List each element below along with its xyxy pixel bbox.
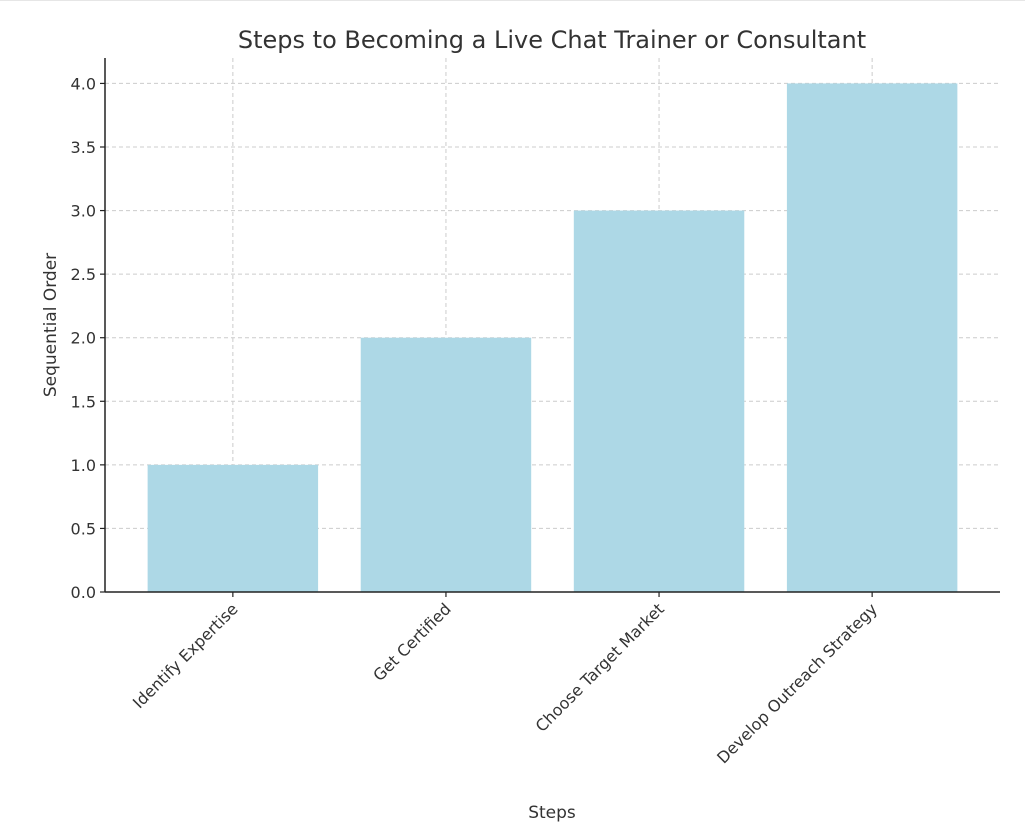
x-tick-label: Choose Target Market — [532, 599, 668, 735]
y-tick-label: 3.5 — [71, 138, 96, 157]
y-tick-label: 2.0 — [71, 329, 96, 348]
y-tick-label: 2.5 — [71, 265, 96, 284]
y-tick-label: 0.0 — [71, 583, 96, 602]
bar-1 — [147, 464, 319, 592]
y-tick-label: 4.0 — [71, 74, 96, 93]
bars — [147, 83, 958, 593]
bar-2 — [360, 337, 532, 592]
x-tick-label: Get Certified — [369, 599, 455, 685]
y-axis-label: Sequential Order — [41, 253, 61, 397]
x-tick-label: Identify Expertise — [129, 599, 242, 712]
y-tick-label: 0.5 — [71, 519, 96, 538]
y-tick-label: 1.5 — [71, 392, 96, 411]
x-ticks: Identify Expertise Get Certified Choose Ta… — [129, 592, 881, 767]
y-ticks: 0.0 0.5 1.0 1.5 2.0 2.5 3.0 3.5 4.0 — [71, 74, 105, 602]
x-axis-label: Steps — [528, 803, 576, 823]
chart-title: Steps to Becoming a Live Chat Trainer or… — [238, 26, 866, 54]
y-tick-label: 3.0 — [71, 202, 96, 221]
bar-3 — [573, 210, 745, 593]
y-tick-label: 1.0 — [71, 456, 96, 475]
bar-4 — [786, 83, 958, 592]
x-tick-label: Develop Outreach Strategy — [713, 599, 881, 767]
